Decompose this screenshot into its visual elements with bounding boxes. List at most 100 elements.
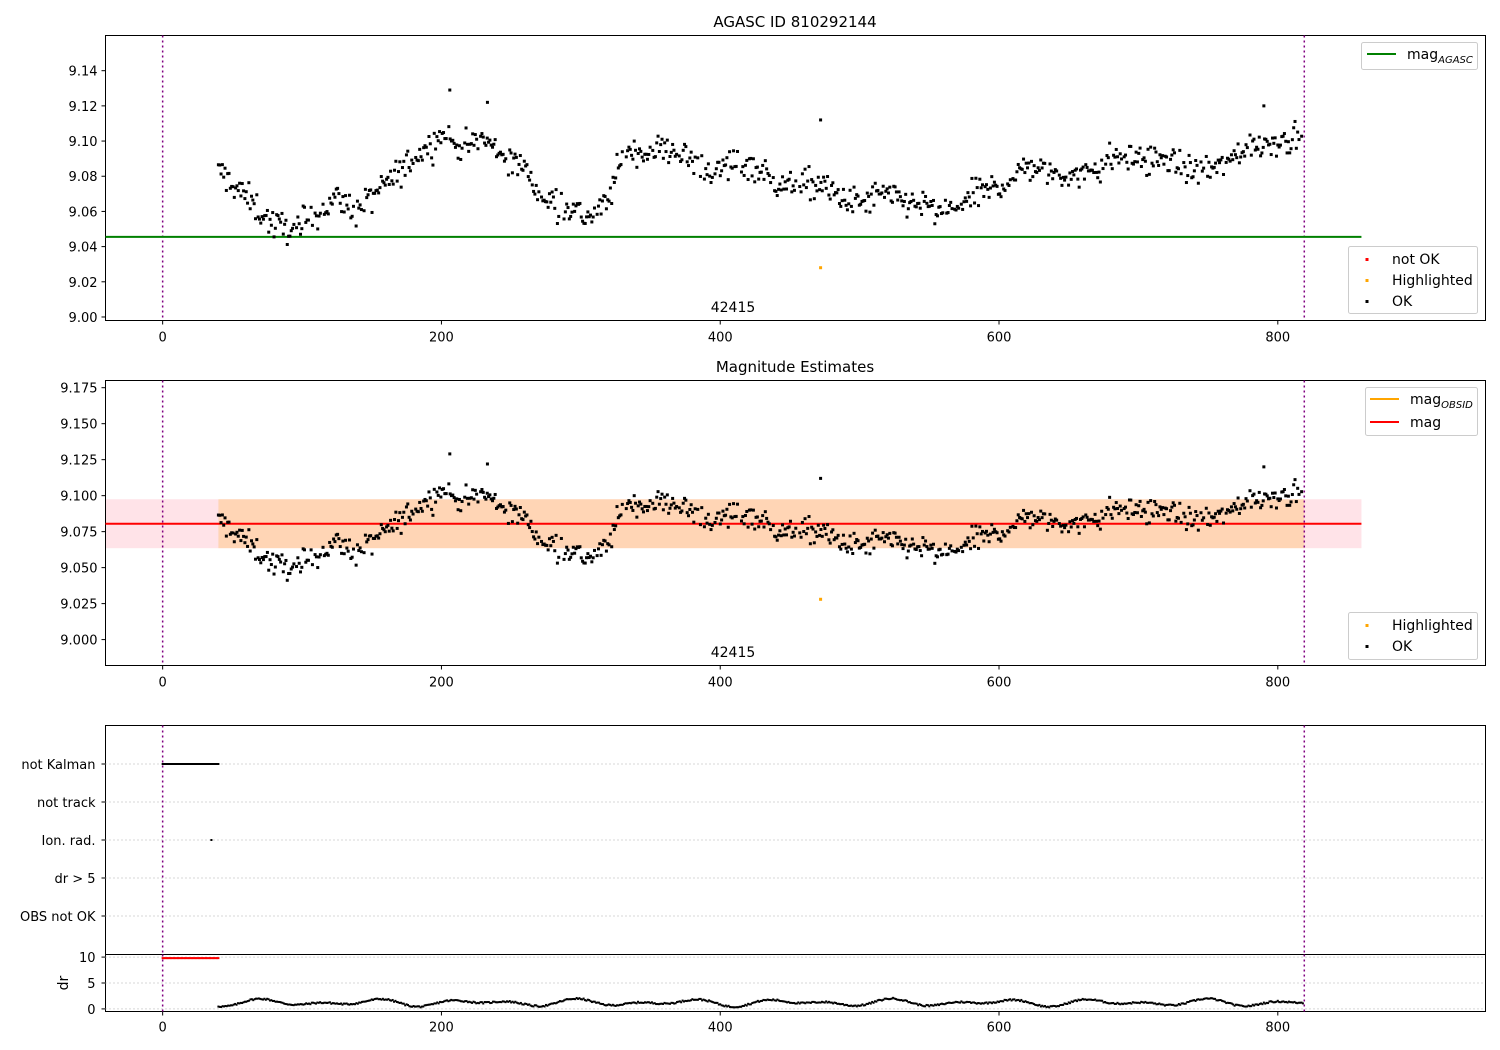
dr-ok-point [305,1002,308,1005]
ok-point [930,203,934,207]
panel-agasc: AGASC ID 810292144 9.009.029.049.069.089… [69,13,1486,346]
ok-point [1289,500,1293,504]
dr-ok-point [1154,1002,1157,1005]
ok-point [962,200,966,204]
dr-ok-point [681,999,684,1002]
dr-ok-point [565,998,568,1001]
panel1-x-ticks: 0 200 400 600 800 [159,320,1290,346]
flag-not-kalman-point [217,763,220,765]
ok-point [529,170,533,174]
dr-ok-point [829,1001,832,1004]
ok-point [1231,509,1235,513]
ok-point [647,152,651,156]
dr-ok-point [457,999,460,1002]
ok-point [309,205,313,209]
ok-point [840,199,844,203]
ok-point [280,211,284,215]
ok-point [526,523,530,527]
dr-ok-point [529,1004,532,1007]
ok-point [1154,150,1158,154]
dr-not-ok-point [181,957,184,960]
ok-point [785,533,789,537]
dr-ok-point [351,1003,354,1006]
ok-point [1259,506,1263,510]
ok-point [965,199,969,203]
dr-ok-point [234,1002,237,1005]
ok-point [1133,160,1137,164]
ok-point [685,160,689,164]
ok-point [898,539,902,543]
ok-point [837,202,841,206]
ok-point [1045,181,1049,185]
ok-point [467,149,471,153]
ok-point [1239,155,1243,159]
ok-point [955,204,959,208]
dr-ok-point [446,999,449,1002]
ok-point [929,543,933,547]
ok-point [868,210,872,214]
ok-point [1117,161,1121,165]
dr-ok-point [978,1002,981,1005]
flag-not-kalman-point [207,763,210,765]
dr-ok-point [794,1002,797,1005]
dr-ok-point [676,1001,679,1004]
ok-point [362,209,366,213]
flag-not-kalman-point [188,763,191,765]
dr-ok-point [1059,1004,1062,1007]
ok-point [806,179,810,183]
dr-ok-point [669,1002,672,1005]
ok-point [357,549,361,553]
dr-ok-point [493,1000,496,1003]
dr-ok-point [1286,1001,1289,1004]
dr-ok-point [1257,1003,1260,1006]
ok-point [260,555,264,559]
ok-point [975,186,979,190]
dr-ok-point [904,999,907,1002]
ok-point [1155,160,1159,164]
ok-point [947,203,951,207]
dr-ok-point [533,1004,536,1007]
dr-ok-point [362,1000,365,1003]
ok-point [969,204,973,208]
ok-point [355,543,359,547]
ok-point [586,552,590,556]
dr-ok-point [377,998,380,1001]
ok-point [1024,161,1028,165]
dr-ok-point [1205,997,1208,1000]
dr-ok-point [229,1004,232,1007]
dr-ok-point [1006,999,1009,1002]
dr-ok-point [420,1005,423,1008]
ok-point [1112,505,1116,509]
ok-point [280,553,284,557]
ok-point [431,513,435,517]
dr-ok-point [992,1001,995,1004]
ok-point [387,529,391,533]
ok-point [980,529,984,533]
ok-point [988,532,992,536]
ok-point [264,555,268,559]
ok-point [291,565,295,569]
ok-point [1126,517,1130,521]
dr-ok-point [1010,999,1013,1002]
ok-point [430,156,434,160]
panel2-ok-points [216,452,1304,582]
ok-point [243,541,247,545]
ok-point [757,177,761,181]
dr-not-ok-point [183,957,186,960]
ok-point [480,132,484,136]
ok-point [800,172,804,176]
dr-ok-point [301,1003,304,1006]
ok-point [1272,496,1276,500]
dr-ok-point [1031,1002,1034,1005]
ok-point [1224,511,1228,515]
ok-point [271,211,275,215]
flag-not-kalman-point [197,763,200,765]
ok-point [785,187,789,191]
ok-point [946,552,950,556]
ok-point [778,529,782,533]
ok-point [1081,515,1085,519]
ok-point [555,222,559,226]
ok-point [938,547,942,551]
ok-point [947,546,951,550]
dr-ok-point [550,1002,553,1005]
